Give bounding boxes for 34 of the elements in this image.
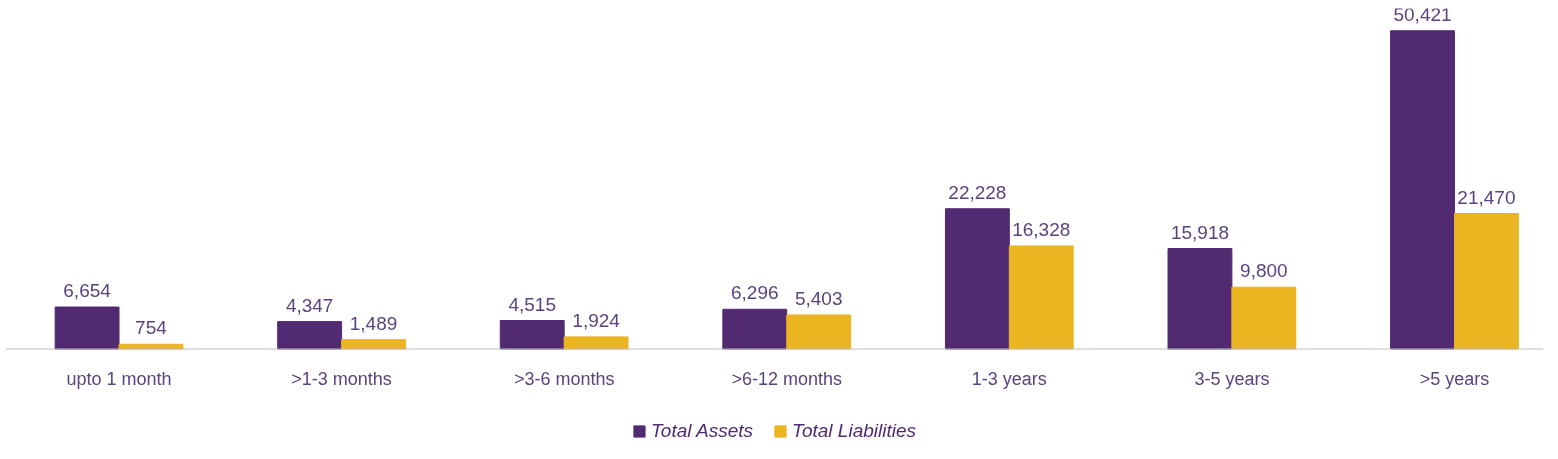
data-label: 4,515 xyxy=(508,293,556,315)
bar xyxy=(1008,245,1074,350)
bar xyxy=(54,306,120,350)
data-label: 22,228 xyxy=(948,181,1007,203)
bar xyxy=(786,314,852,350)
bar xyxy=(944,208,1010,350)
data-label: 754 xyxy=(135,317,168,339)
data-label: 5,403 xyxy=(794,287,843,309)
x-tick-label: 1-3 years xyxy=(971,369,1047,390)
data-label: 9,800 xyxy=(1240,260,1288,282)
bar xyxy=(499,320,565,350)
x-tick-label: >5 years xyxy=(1419,369,1490,390)
x-tick-label: 3-5 years xyxy=(1194,369,1270,390)
data-label: 21,470 xyxy=(1457,186,1516,208)
data-label: 6,654 xyxy=(63,280,112,302)
x-tick-label: >6-12 months xyxy=(731,369,843,390)
data-label: 15,918 xyxy=(1170,221,1230,243)
bar xyxy=(1167,248,1233,350)
x-tick-label: >1-3 months xyxy=(291,369,392,390)
data-label: 1,489 xyxy=(349,312,398,334)
data-label: 16,328 xyxy=(1012,218,1071,240)
legend-label: Total Assets xyxy=(650,420,754,442)
bar xyxy=(563,336,629,350)
data-label: 6,296 xyxy=(731,282,779,304)
bar xyxy=(722,308,788,350)
bar xyxy=(1453,213,1519,350)
x-tick-label: upto 1 month xyxy=(66,369,172,390)
legend-label: Total Liabilities xyxy=(792,420,917,442)
bar xyxy=(1390,30,1455,350)
bar xyxy=(277,321,343,350)
data-label: 4,347 xyxy=(285,294,334,316)
data-label: 1,924 xyxy=(572,309,621,331)
x-tick-label: >3-6 months xyxy=(513,369,615,390)
bar xyxy=(1231,286,1297,350)
